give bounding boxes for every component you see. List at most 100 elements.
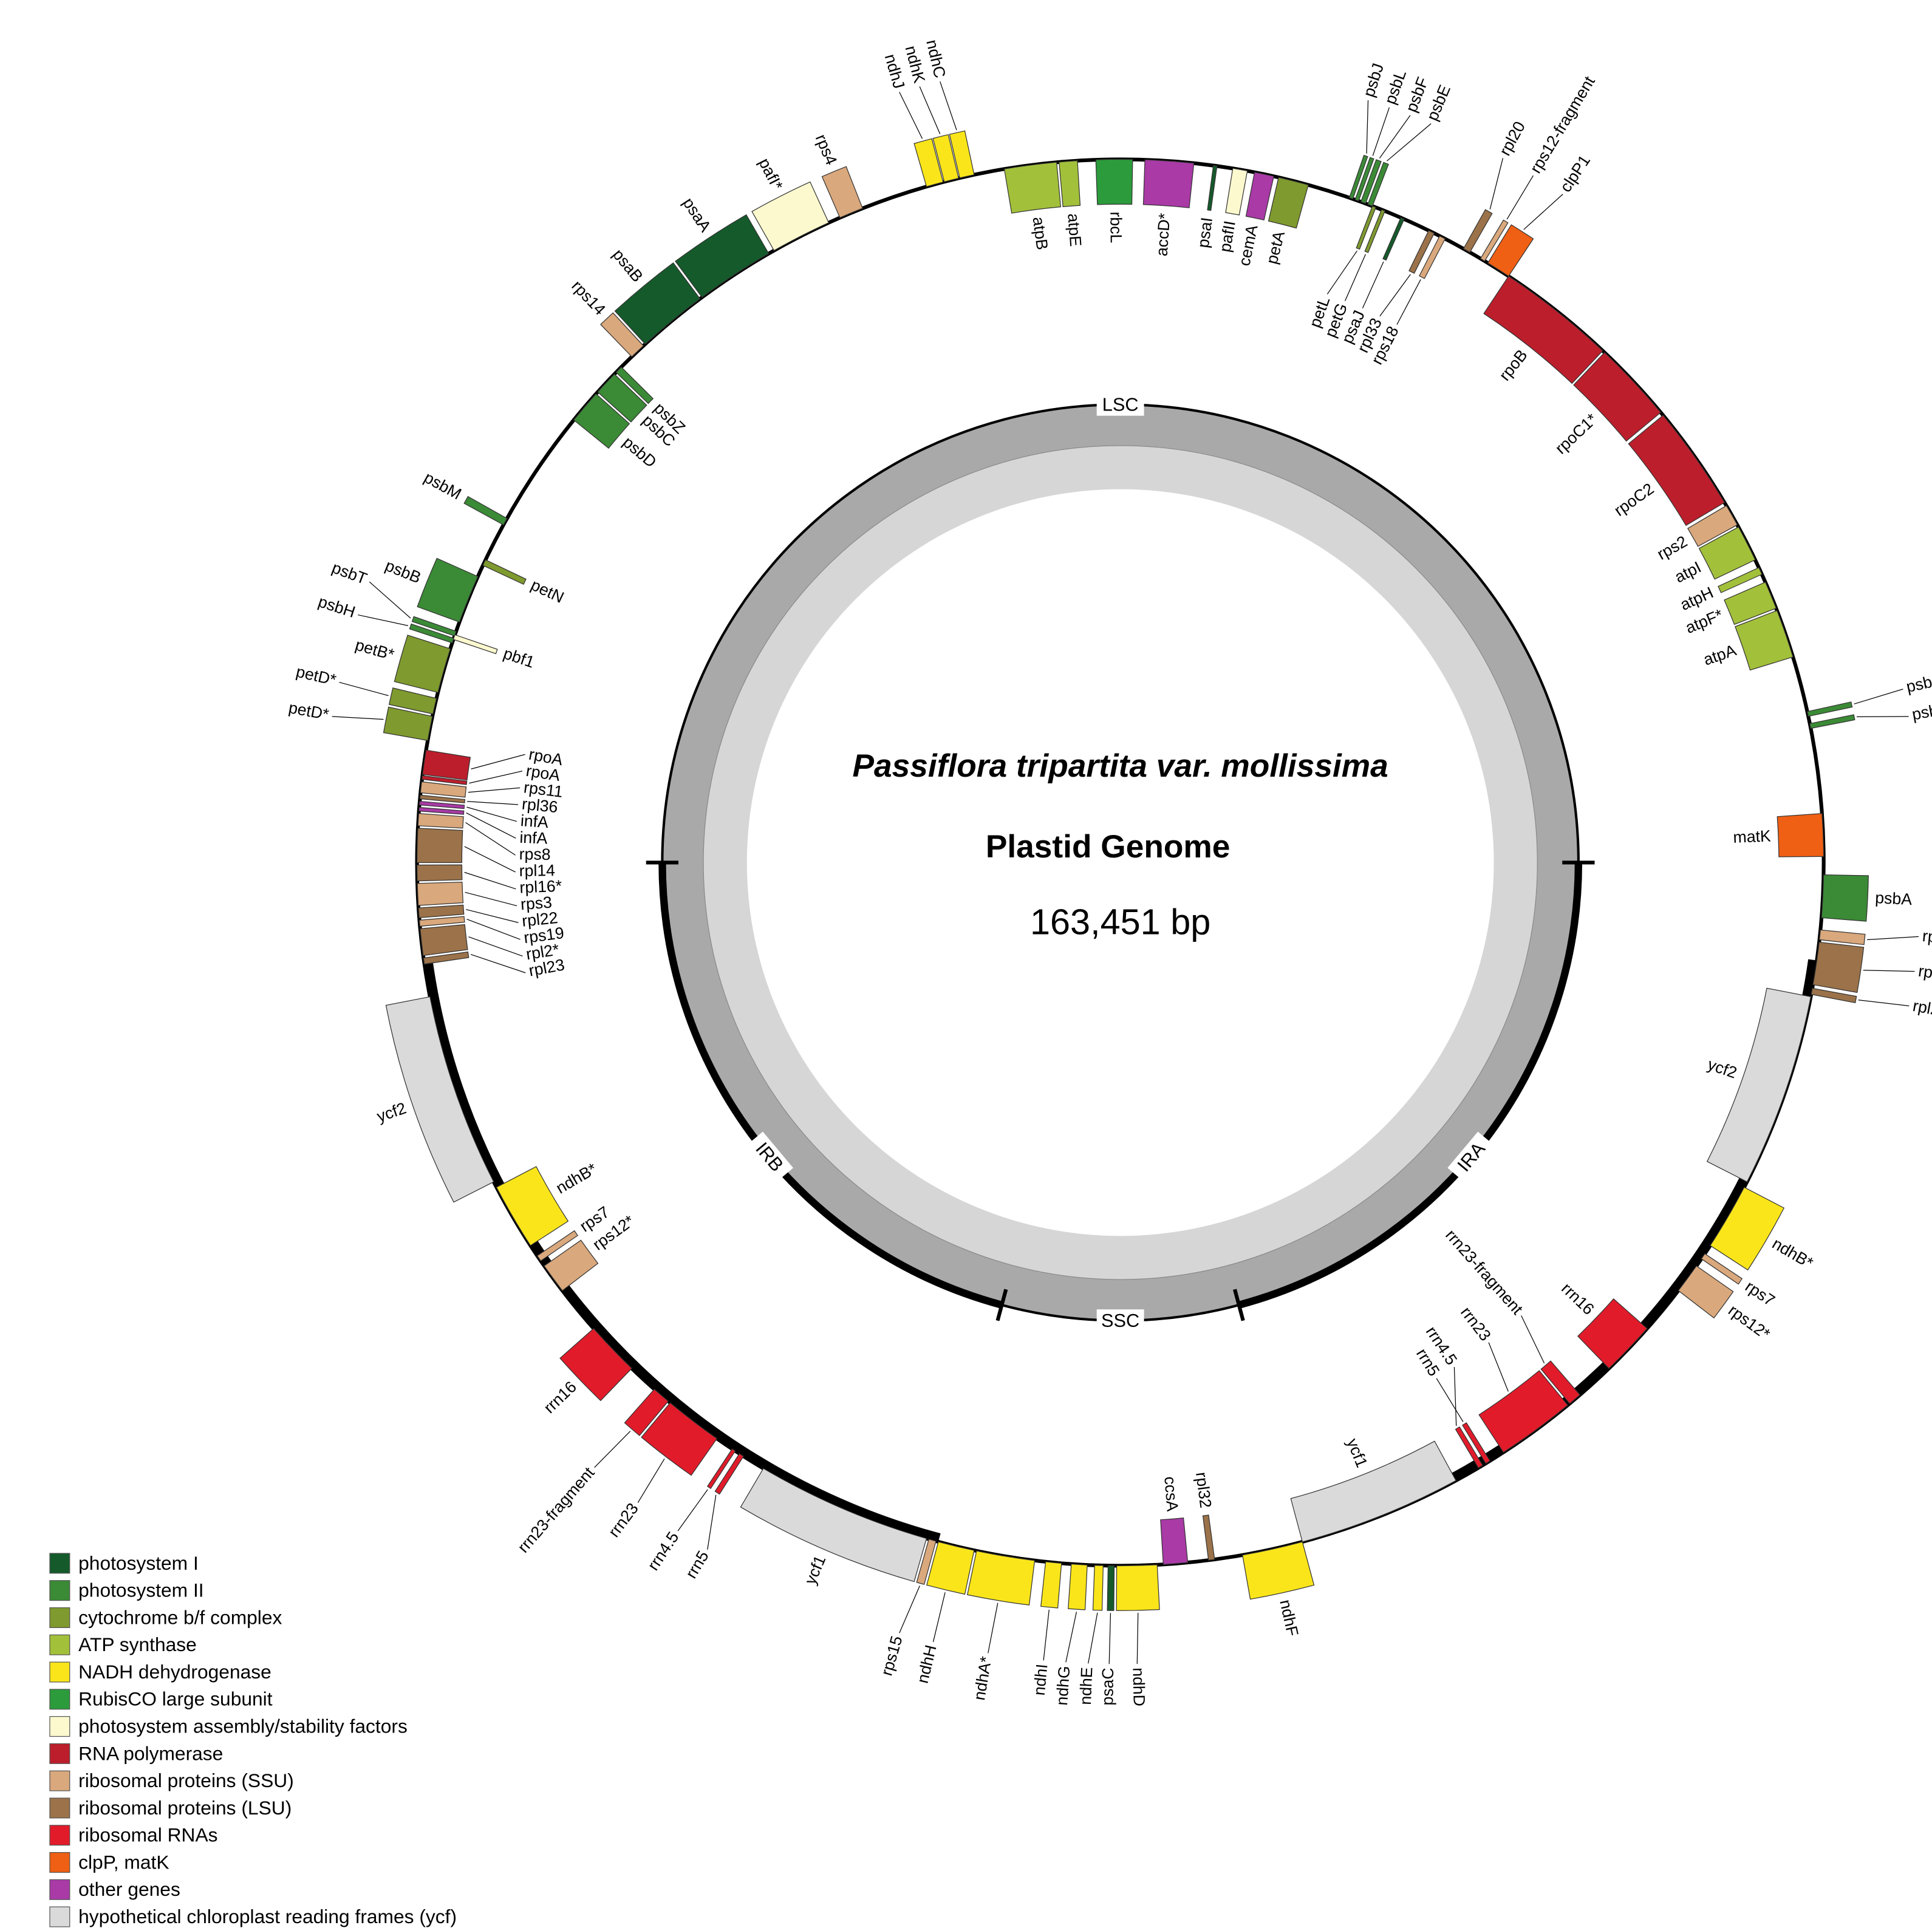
- leader-line: [1453, 1367, 1457, 1426]
- leader-line: [899, 92, 923, 139]
- gene: [706, 1448, 736, 1490]
- leader-line: [1345, 254, 1366, 301]
- leader-line: [1379, 274, 1411, 316]
- gene: [1092, 1565, 1104, 1611]
- leader-line: [1858, 1000, 1910, 1007]
- leader-line: [1506, 175, 1534, 220]
- gene: [1487, 224, 1534, 277]
- gene: [949, 130, 975, 179]
- leader-line: [339, 681, 389, 697]
- legend-label: photosystem I: [78, 1552, 199, 1574]
- leader-line: [1362, 261, 1384, 308]
- leader-line: [594, 1431, 631, 1468]
- leader-line: [1379, 115, 1411, 158]
- legend-swatch: [49, 1689, 70, 1710]
- legend-swatch: [49, 1852, 70, 1873]
- legend-swatch: [49, 1716, 70, 1737]
- gene: [420, 781, 467, 798]
- gene: [1718, 567, 1763, 593]
- leader-line: [1488, 1342, 1509, 1392]
- gene-label: rrn4.5: [644, 1528, 682, 1574]
- gene: [1462, 1422, 1491, 1464]
- leader-line: [899, 1586, 920, 1633]
- gene: [916, 1538, 937, 1585]
- gene-label: psbB: [383, 556, 424, 587]
- gene: [385, 996, 494, 1203]
- gene-label: infA: [519, 828, 548, 848]
- gene: [423, 951, 469, 965]
- gene: [1628, 414, 1725, 526]
- gene-label: clpP1: [1556, 152, 1594, 196]
- gene-label: cemA: [1235, 223, 1261, 267]
- gene: [452, 634, 498, 655]
- gene: [751, 181, 830, 251]
- gene-label: rpl16*: [519, 877, 562, 897]
- gene-label: atpI: [1671, 558, 1704, 587]
- leader-line: [1088, 1612, 1098, 1664]
- gene-label: rps14: [568, 277, 609, 319]
- gene: [1577, 1298, 1648, 1369]
- legend-swatch: [49, 1797, 70, 1819]
- title: Passiflora tripartita var. mollissima: [853, 748, 1388, 784]
- gene: [544, 1239, 599, 1292]
- gene: [418, 916, 465, 927]
- gene-label: ndhG: [1053, 1665, 1073, 1706]
- gene-label: psbA: [1875, 888, 1913, 908]
- gene-label: rrn5: [682, 1547, 712, 1581]
- gene: [417, 864, 463, 882]
- gene-label: rrn23-fragment: [1442, 1226, 1527, 1318]
- region-label-bg: [1096, 393, 1144, 416]
- gene-label: ndhB*: [553, 1159, 600, 1197]
- leader-line: [637, 1458, 665, 1503]
- region-label-bg: [745, 1131, 794, 1182]
- gene: [1811, 987, 1857, 1003]
- gene: [418, 904, 465, 918]
- gene: [1225, 168, 1248, 216]
- gene: [1068, 1564, 1088, 1610]
- gene-label: atpE: [1064, 213, 1085, 247]
- ir-arc: [422, 959, 941, 1544]
- gene: [559, 1327, 633, 1402]
- leader-line: [332, 716, 384, 720]
- leader-line: [471, 754, 525, 769]
- gene: [615, 366, 654, 404]
- region-label-bg: [1447, 1131, 1495, 1182]
- gene: [1678, 1265, 1734, 1319]
- gene-label: rrn23: [1457, 1303, 1495, 1344]
- gene-label: psbM: [421, 468, 464, 503]
- gene-label: psaI: [1194, 216, 1217, 249]
- gene: [1160, 1518, 1189, 1565]
- leader-line: [1372, 107, 1390, 156]
- legend-swatch: [49, 1770, 70, 1791]
- region-label-text: SSC: [1101, 1310, 1139, 1331]
- region-tick: [1233, 1289, 1245, 1321]
- leader-line: [1863, 970, 1915, 972]
- legend-label: other genes: [78, 1878, 180, 1900]
- region-label-bg: [1096, 1309, 1144, 1332]
- gene: [463, 496, 508, 526]
- legend-label: hypothetical chloroplast reading frames …: [78, 1906, 457, 1927]
- legend-label: ATP synthase: [78, 1633, 197, 1655]
- gene-label: ndhA*: [970, 1655, 995, 1702]
- leader-line: [1043, 1609, 1050, 1661]
- gene: [1483, 275, 1603, 384]
- leader-line: [1866, 936, 1919, 941]
- gene-label: accD*: [1153, 213, 1174, 257]
- gene: [1463, 209, 1493, 253]
- leader-line: [464, 871, 516, 890]
- leader-line: [1854, 689, 1903, 704]
- gene: [821, 166, 864, 219]
- gene-label: rrn23-fragment: [514, 1463, 598, 1556]
- legend-swatch: [49, 1553, 70, 1574]
- leader-line: [468, 936, 523, 957]
- gene: [1354, 157, 1374, 202]
- gene: [496, 1166, 569, 1247]
- gene: [1455, 1426, 1483, 1469]
- gene-label: rps7: [1742, 1277, 1778, 1310]
- legend-label: ribosomal proteins (LSU): [78, 1797, 292, 1819]
- gene: [1419, 235, 1446, 279]
- gene-label: infA: [520, 811, 549, 831]
- leader-line: [707, 1494, 717, 1550]
- gene: [422, 775, 468, 785]
- gene: [1003, 162, 1062, 214]
